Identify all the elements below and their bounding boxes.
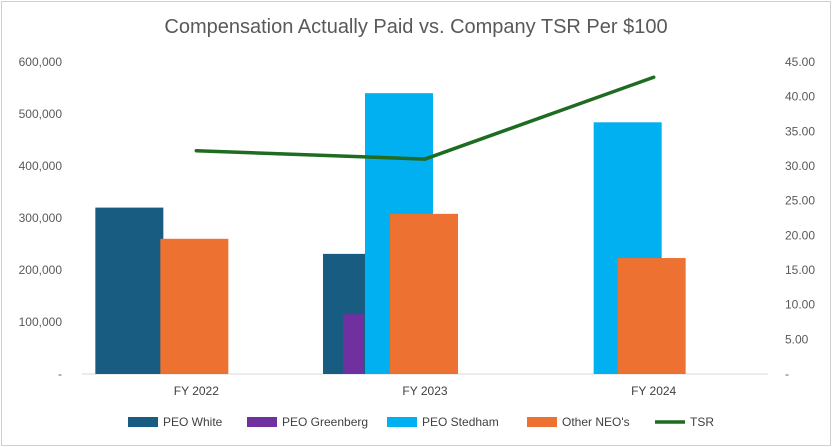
right-tick-label: - [785,367,789,381]
category-labels: FY 2022 FY 2023 FY 2024 [174,384,677,398]
legend-swatch-peo-white [128,417,158,427]
bar-peo-greenberg-2 [343,314,364,374]
left-tick-label: 100,000 [19,315,63,329]
legend-swatch-peo-greenberg [247,417,277,427]
legend-label-peo-greenberg: PEO Greenberg [282,415,368,429]
left-tick-label: 200,000 [19,263,63,277]
right-tick-label: 40.00 [785,90,815,104]
right-axis: 45.00 40.00 35.00 30.00 25.00 20.00 15.00 10.00… [785,55,815,381]
category-label: FY 2023 [402,384,447,398]
tsr-point-1 [194,149,198,153]
legend-swatch-other-neo-s [527,417,557,427]
bar-other-neo-s-1 [160,238,229,374]
left-axis: 600,000 500,000 400,000 300,000 200,000 100,0… [19,55,63,381]
bar-series [95,93,686,374]
legend-label-peo-stedham: PEO Stedham [422,415,499,429]
right-tick-label: 10.00 [785,298,815,312]
legend: PEO White PEO Greenberg PEO Stedham Other N… [128,415,714,429]
chart-title: Compensation Actually Paid vs. Company T… [164,16,668,38]
left-tick-label: 400,000 [19,159,63,173]
right-tick-label: 15.00 [785,263,815,277]
bar-peo-white-1 [95,207,164,374]
bar-other-neo-s-3 [617,258,686,374]
category-label: FY 2024 [631,384,676,398]
category-label: FY 2022 [174,384,219,398]
left-tick-label: 500,000 [19,107,63,121]
left-tick-label: 300,000 [19,211,63,225]
right-tick-label: 35.00 [785,124,815,138]
legend-label-peo-white: PEO White [163,415,223,429]
tsr-point-3 [652,75,656,79]
legend-label-other-neo-s: Other NEO's [562,415,630,429]
right-tick-label: 45.00 [785,55,815,69]
legend-swatch-peo-stedham [387,417,417,427]
line-series [194,75,656,161]
right-tick-label: 5.00 [785,332,809,346]
right-tick-label: 30.00 [785,159,815,173]
legend-label-tsr: TSR [690,415,714,429]
bar-other-neo-s-2 [390,213,458,374]
right-tick-label: 25.00 [785,194,815,208]
right-tick-label: 20.00 [785,228,815,242]
tsr-point-2 [423,157,427,161]
left-tick-label: 600,000 [19,55,63,69]
left-tick-label: - [58,367,62,381]
